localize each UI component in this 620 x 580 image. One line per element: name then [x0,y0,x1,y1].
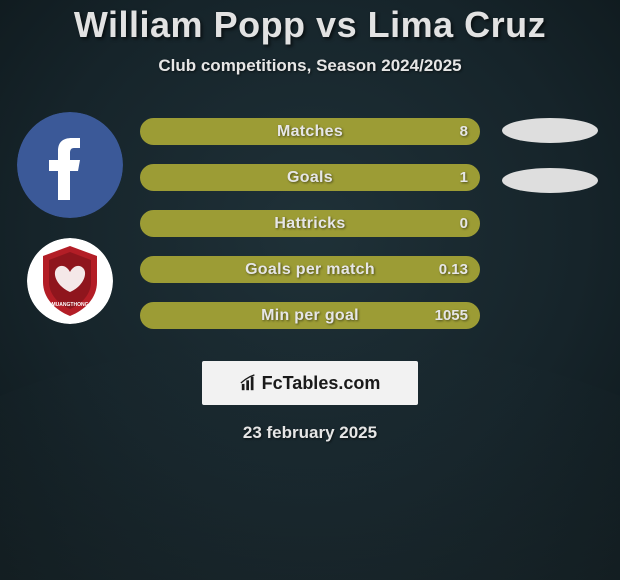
stat-label: Matches [277,123,343,141]
subtitle: Club competitions, Season 2024/2025 [158,56,461,76]
stat-value: 1 [460,169,468,186]
content-row: MUANGTHONG Matches 8 Goals 1 Hattricks 0 Goals… [0,112,620,329]
player-avatar [17,112,123,218]
left-column: MUANGTHONG [0,112,140,324]
stat-value: 8 [460,123,468,140]
stat-row: Goals per match 0.13 [140,256,480,283]
stat-label: Goals per match [245,261,375,279]
right-column [480,112,620,193]
stat-value: 0 [460,215,468,232]
stat-row: Hattricks 0 [140,210,480,237]
stat-label: Hattricks [274,215,345,233]
club-crest-icon: MUANGTHONG [27,238,113,324]
comparison-blob-1 [502,118,598,143]
page-title: William Popp vs Lima Cruz [74,4,546,46]
stat-row: Min per goal 1055 [140,302,480,329]
stat-row: Goals 1 [140,164,480,191]
stat-row: Matches 8 [140,118,480,145]
date-label: 23 february 2025 [243,423,377,443]
stat-value: 0.13 [439,261,468,278]
watermark: FcTables.com [202,361,418,405]
stat-value: 1055 [435,307,468,324]
stat-label: Goals [287,169,333,187]
facebook-placeholder-icon [17,112,123,218]
stat-label: Min per goal [261,307,359,325]
bar-chart-icon [240,374,258,392]
stats-column: Matches 8 Goals 1 Hattricks 0 Goals per match 0… [140,112,480,329]
club-badge: MUANGTHONG [27,238,113,324]
watermark-text: FcTables.com [262,373,381,394]
svg-text:MUANGTHONG: MUANGTHONG [52,302,89,308]
comparison-blob-2 [502,168,598,193]
